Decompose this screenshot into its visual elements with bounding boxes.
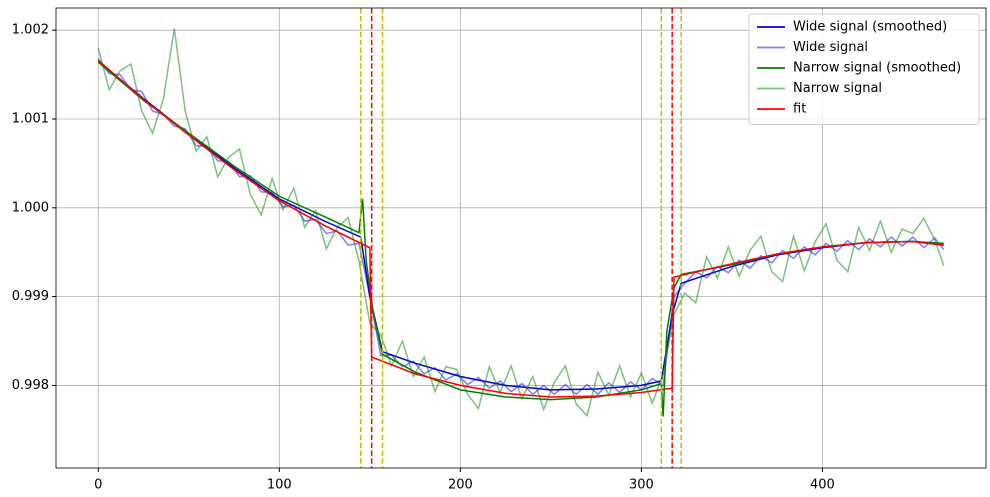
y-tick-label: 1.002	[12, 23, 49, 38]
x-tick-label: 0	[94, 478, 102, 493]
legend-label: Wide signal (smoothed)	[793, 20, 947, 35]
series-line	[97, 59, 944, 398]
x-tick-label: 400	[810, 478, 835, 493]
legend-label: Wide signal	[793, 40, 868, 55]
legend-label: Narrow signal	[793, 81, 882, 96]
y-tick-label: 1.001	[12, 112, 49, 127]
series-line	[97, 58, 945, 396]
y-tick-label: 1.000	[12, 200, 49, 215]
x-tick-label: 100	[267, 478, 292, 493]
legend-box	[748, 13, 980, 125]
x-tick-label: 200	[448, 478, 473, 493]
x-tick-label: 300	[629, 478, 654, 493]
series-line	[97, 60, 944, 391]
y-tick-label: 0.999	[12, 289, 49, 304]
legend-label: fit	[793, 102, 806, 117]
series-line	[97, 28, 945, 418]
y-tick-label: 0.998	[12, 378, 49, 393]
plot-frame	[55, 7, 987, 469]
legend-label: Narrow signal (smoothed)	[793, 61, 961, 76]
